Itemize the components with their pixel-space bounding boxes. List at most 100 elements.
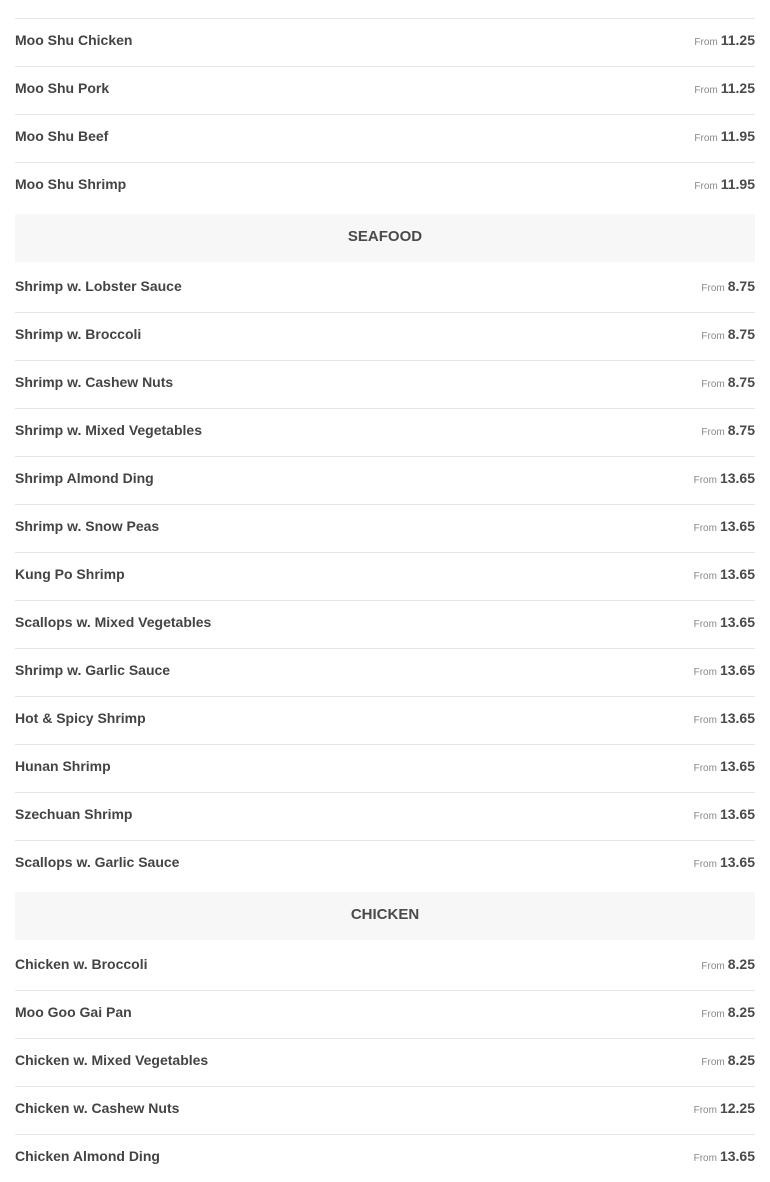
menu-item[interactable]: Moo Shu Pork From 11.25 bbox=[15, 67, 755, 115]
price-value: 13.65 bbox=[719, 758, 755, 774]
menu-item-price: From 11.25 bbox=[694, 31, 755, 66]
menu-item[interactable]: Shrimp Almond Ding From 13.65 bbox=[15, 457, 755, 505]
menu-item[interactable]: Shrimp w. Garlic Sauce From 13.65 bbox=[15, 649, 755, 697]
menu-item-name: Chicken w. Cashew Nuts bbox=[15, 1100, 180, 1116]
menu-item-price: From 13.65 bbox=[694, 1147, 755, 1182]
menu-item-price: From 8.75 bbox=[701, 421, 755, 456]
menu-item-list: Shrimp w. Lobster Sauce From 8.75 Shrimp w.… bbox=[15, 262, 755, 888]
menu-item-name: Shrimp w. Snow Peas bbox=[15, 518, 160, 534]
price-value: 13.65 bbox=[719, 614, 755, 630]
menu-item-name: Szechuan Shrimp bbox=[15, 806, 133, 822]
from-label: From bbox=[693, 859, 717, 870]
menu-item[interactable]: Moo Shu Chicken From 11.25 bbox=[15, 19, 755, 67]
menu-item[interactable]: Chicken w. Mixed Vegetables From 8.25 bbox=[15, 1039, 755, 1087]
menu-item-name: Chicken w. Mixed Vegetables bbox=[15, 1052, 209, 1068]
from-label: From bbox=[693, 1105, 717, 1116]
price-value: 13.65 bbox=[719, 566, 755, 582]
menu-item-price: From 13.65 bbox=[694, 709, 755, 744]
price-value: 13.65 bbox=[719, 710, 755, 726]
from-label: From bbox=[701, 379, 725, 390]
menu-item[interactable]: Szechuan Shrimp From 13.65 bbox=[15, 793, 755, 841]
from-label: From bbox=[693, 667, 717, 678]
menu-item-name: Moo Shu Chicken bbox=[15, 32, 133, 48]
menu-item[interactable]: Shrimp w. Snow Peas From 13.65 bbox=[15, 505, 755, 553]
menu-item-name: Scallops w. Mixed Vegetables bbox=[15, 614, 212, 630]
menu-item-price: From 11.95 bbox=[694, 175, 755, 210]
menu-item[interactable]: Scallops w. Mixed Vegetables From 13.65 bbox=[15, 601, 755, 649]
menu-item-name: Moo Goo Gai Pan bbox=[15, 1004, 132, 1020]
menu-item-price: From 8.25 bbox=[701, 1051, 755, 1086]
price-value: 8.25 bbox=[727, 1004, 755, 1020]
from-label: From bbox=[694, 37, 718, 48]
menu-item-price: From 13.65 bbox=[694, 517, 755, 552]
cut-off-row bbox=[15, 0, 755, 19]
price-value: 13.65 bbox=[719, 518, 755, 534]
from-label: From bbox=[693, 763, 717, 774]
menu-item-name: Shrimp w. Cashew Nuts bbox=[15, 374, 174, 390]
price-value: 11.95 bbox=[720, 128, 755, 144]
from-label: From bbox=[694, 85, 718, 96]
from-label: From bbox=[693, 571, 717, 582]
menu-item-name: Shrimp w. Broccoli bbox=[15, 326, 142, 342]
menu-item-name: Scallops w. Garlic Sauce bbox=[15, 854, 180, 870]
menu-section: Moo Shu Chicken From 11.25 Moo Shu Pork From… bbox=[15, 19, 755, 210]
price-value: 12.25 bbox=[719, 1100, 755, 1116]
menu-item-name: Shrimp Almond Ding bbox=[15, 470, 154, 486]
menu-item-name: Shrimp w. Mixed Vegetables bbox=[15, 422, 202, 438]
from-label: From bbox=[693, 619, 717, 630]
menu-item[interactable]: Shrimp w. Broccoli From 8.75 bbox=[15, 313, 755, 361]
menu-item[interactable]: Hunan Shrimp From 13.65 bbox=[15, 745, 755, 793]
menu-item-price: From 13.65 bbox=[694, 805, 755, 840]
menu-item[interactable]: Kung Po Shrimp From 13.65 bbox=[15, 553, 755, 601]
price-value: 8.25 bbox=[727, 1052, 755, 1068]
menu-item-name: Shrimp w. Lobster Sauce bbox=[15, 278, 182, 294]
price-value: 13.65 bbox=[719, 662, 755, 678]
price-value: 8.75 bbox=[727, 374, 755, 390]
menu-item-name: Moo Shu Pork bbox=[15, 80, 110, 96]
menu-item[interactable]: Hot & Spicy Shrimp From 13.65 bbox=[15, 697, 755, 745]
price-value: 13.65 bbox=[719, 470, 755, 486]
price-value: 8.75 bbox=[727, 326, 755, 342]
menu-item-name: Chicken Almond Ding bbox=[15, 1148, 160, 1164]
menu-item-name: Moo Shu Beef bbox=[15, 128, 109, 144]
menu-item[interactable]: Moo Goo Gai Pan From 8.25 bbox=[15, 991, 755, 1039]
price-value: 13.65 bbox=[719, 806, 755, 822]
menu-item-list: Moo Shu Chicken From 11.25 Moo Shu Pork From… bbox=[15, 19, 755, 210]
menu-item[interactable]: Shrimp w. Lobster Sauce From 8.75 bbox=[15, 265, 755, 313]
menu-item[interactable]: Chicken w. Broccoli From 8.25 bbox=[15, 943, 755, 991]
price-value: 11.25 bbox=[720, 80, 755, 96]
menu-item-price: From 11.25 bbox=[694, 79, 755, 114]
menu-item-price: From 13.65 bbox=[694, 853, 755, 888]
menu-item-list: Chicken w. Broccoli From 8.25 Moo Goo Gai P… bbox=[15, 940, 755, 1182]
section-header: SEAFOOD bbox=[15, 214, 755, 262]
section-header: CHICKEN bbox=[15, 892, 755, 940]
from-label: From bbox=[693, 811, 717, 822]
from-label: From bbox=[701, 427, 725, 438]
menu-item-price: From 8.25 bbox=[701, 955, 755, 990]
menu-item[interactable]: Shrimp w. Cashew Nuts From 8.75 bbox=[15, 361, 755, 409]
price-value: 8.75 bbox=[727, 278, 755, 294]
menu-item-name: Hunan Shrimp bbox=[15, 758, 111, 774]
price-value: 11.25 bbox=[720, 32, 755, 48]
menu-item[interactable]: Scallops w. Garlic Sauce From 13.65 bbox=[15, 841, 755, 888]
price-value: 8.25 bbox=[727, 956, 755, 972]
from-label: From bbox=[693, 715, 717, 726]
from-label: From bbox=[701, 283, 725, 294]
from-label: From bbox=[701, 1057, 725, 1068]
from-label: From bbox=[701, 961, 725, 972]
menu-item[interactable]: Moo Shu Shrimp From 11.95 bbox=[15, 163, 755, 210]
menu-item-price: From 13.65 bbox=[694, 565, 755, 600]
menu-item-price: From 12.25 bbox=[694, 1099, 755, 1134]
menu-item-name: Kung Po Shrimp bbox=[15, 566, 125, 582]
menu-item-price: From 11.95 bbox=[694, 127, 755, 162]
from-label: From bbox=[694, 181, 718, 192]
menu-item[interactable]: Chicken w. Cashew Nuts From 12.25 bbox=[15, 1087, 755, 1135]
menu-item-price: From 13.65 bbox=[694, 661, 755, 696]
menu-item[interactable]: Chicken Almond Ding From 13.65 bbox=[15, 1135, 755, 1182]
menu-section: CHICKEN Chicken w. Broccoli From 8.25 Moo Go… bbox=[15, 892, 755, 1182]
menu-item[interactable]: Shrimp w. Mixed Vegetables From 8.75 bbox=[15, 409, 755, 457]
price-value: 11.95 bbox=[720, 176, 755, 192]
menu-item[interactable]: Moo Shu Beef From 11.95 bbox=[15, 115, 755, 163]
from-label: From bbox=[693, 475, 717, 486]
